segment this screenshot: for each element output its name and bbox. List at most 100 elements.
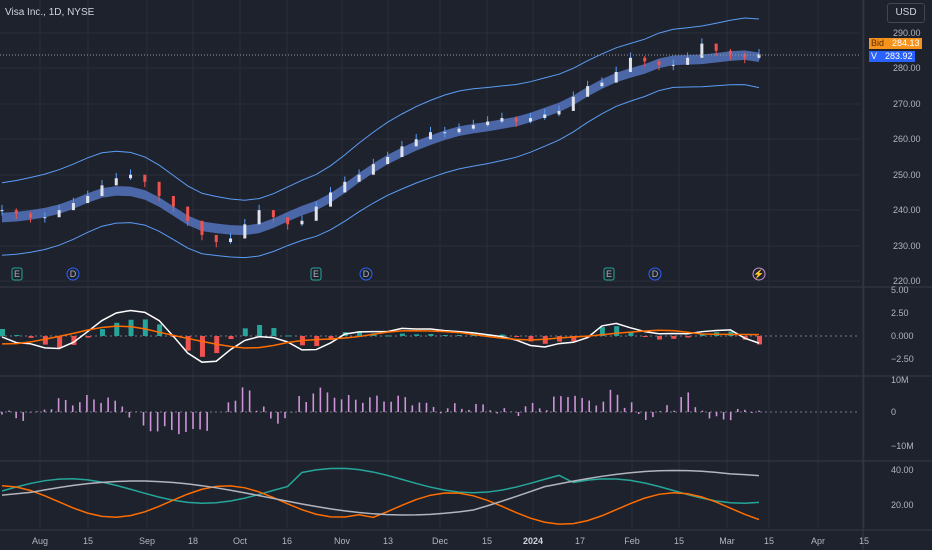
macd-histogram-bar <box>242 328 248 336</box>
price-candle-body <box>71 203 75 211</box>
rsi-axis-label: 40.00 <box>891 465 914 475</box>
x-axis-label: 16 <box>282 536 292 546</box>
x-axis-label: Nov <box>334 536 351 546</box>
macd-histogram-bar <box>285 335 291 337</box>
price-candle-body <box>757 54 761 58</box>
macd-histogram-bar <box>0 328 5 336</box>
earnings-marker <box>603 267 615 281</box>
dividend-marker-label: D <box>363 269 370 279</box>
macd-axis-label: 5.00 <box>891 285 909 295</box>
x-axis-label: Aug <box>32 536 48 546</box>
price-candle-body <box>614 71 618 83</box>
volume-axis-label: 0 <box>891 407 896 417</box>
macd-histogram-bar <box>314 336 320 346</box>
price-candle-body <box>343 181 347 193</box>
dividend-marker-label: D <box>652 269 659 279</box>
x-axis-label: 15 <box>764 536 774 546</box>
price-candle-body <box>57 210 61 218</box>
macd-histogram-bar <box>642 336 648 337</box>
macd-histogram-bar <box>657 336 663 340</box>
price-candle-body <box>586 86 590 97</box>
x-axis-label: 2024 <box>523 536 543 546</box>
price-candle-body <box>157 181 161 196</box>
macd-histogram-bar <box>99 329 105 336</box>
price-axis-label: 290.00 <box>893 28 921 38</box>
price-candle-body <box>500 118 504 122</box>
price-candle-body <box>257 210 261 225</box>
ema-ribbon <box>2 50 759 236</box>
last-value: 283.92 <box>885 51 913 61</box>
price-candle-body <box>657 61 661 65</box>
macd-histogram-bar <box>85 336 91 338</box>
macd-histogram-bar <box>128 319 134 336</box>
macd-axis-label: 0.000 <box>891 331 914 341</box>
macd-histogram-bar <box>57 336 63 349</box>
x-axis-label: Dec <box>432 536 449 546</box>
bid-label: Bid <box>871 38 885 48</box>
bid-value: 284.13 <box>892 38 920 48</box>
macd-histogram-bar <box>142 319 148 336</box>
earnings-marker <box>11 267 23 281</box>
split-marker <box>752 267 766 281</box>
earnings-marker-label: E <box>606 269 612 279</box>
price-candle-body <box>443 132 447 134</box>
dividend-marker-label: D <box>70 269 77 279</box>
price-candle-body <box>571 96 575 111</box>
x-axis-label: 15 <box>482 536 492 546</box>
dmi-plus-line <box>1 467 760 504</box>
rsi-axis-label: 20.00 <box>891 500 914 510</box>
price-candle-body <box>14 210 18 214</box>
macd-histogram-bar <box>199 336 205 357</box>
macd-histogram-bar <box>757 336 762 345</box>
x-axis-label: 15 <box>83 536 93 546</box>
x-axis-label: Sep <box>139 536 155 546</box>
dividend-marker <box>359 267 373 281</box>
dividend-marker <box>66 267 80 281</box>
price-candle-body <box>671 64 675 66</box>
macd-histogram-bar <box>557 336 563 342</box>
macd-line <box>1 309 760 363</box>
macd-histogram-bar <box>271 328 277 336</box>
price-candle-body <box>200 220 204 235</box>
macd-histogram-bar <box>414 334 420 336</box>
earnings-marker-label: E <box>313 269 319 279</box>
price-candle-body <box>728 50 732 55</box>
x-axis-label: Mar <box>719 536 735 546</box>
price-candle-body <box>743 54 747 58</box>
macd-histogram-bar <box>185 336 191 351</box>
price-candle-body <box>643 57 647 62</box>
price-candle-body <box>486 121 490 126</box>
macd-histogram-bar <box>499 334 505 336</box>
price-candle-body <box>214 234 218 243</box>
macd-histogram-bar <box>257 324 263 336</box>
currency-button[interactable]: USD <box>887 3 925 23</box>
price-axis-label: 230.00 <box>893 241 921 251</box>
x-axis-label: 17 <box>575 536 585 546</box>
x-axis-label: 15 <box>859 536 869 546</box>
price-candle-body <box>229 238 233 243</box>
macd-histogram-bar <box>157 324 163 336</box>
price-candle-body <box>129 174 133 179</box>
price-axis-label: 270.00 <box>893 99 921 109</box>
price-candle-body <box>428 132 432 140</box>
price-candle-body <box>286 217 290 225</box>
price-candle-body <box>86 195 90 204</box>
macd-axis-label: −2.50 <box>891 354 914 364</box>
macd-histogram-bar <box>428 334 434 336</box>
macd-histogram-bar <box>28 336 34 338</box>
price-candle-body <box>186 206 190 221</box>
x-axis-label: Apr <box>811 536 825 546</box>
macd-histogram-bar <box>457 335 463 337</box>
x-axis-label: 15 <box>674 536 684 546</box>
price-candle-body <box>700 43 704 58</box>
macd-histogram-bar <box>699 333 705 336</box>
dividend-marker <box>648 267 662 281</box>
macd-histogram-bar <box>357 331 363 336</box>
price-candle-body <box>371 164 375 175</box>
macd-histogram-bar <box>514 336 520 337</box>
bid-price-tag: Bid 284.13 <box>869 38 922 49</box>
price-candle-body <box>557 110 561 115</box>
price-candle-body <box>329 192 333 207</box>
macd-histogram-bar <box>114 322 120 336</box>
